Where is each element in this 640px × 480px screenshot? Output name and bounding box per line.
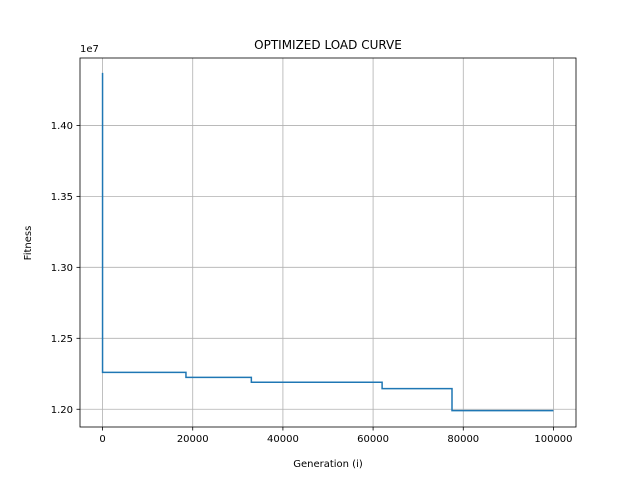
x-tick-label: 40000 (267, 434, 299, 445)
grid (80, 58, 576, 427)
series-line (101, 72, 554, 412)
x-tick-label: 100000 (534, 434, 572, 445)
axes-frame (79, 57, 577, 428)
x-tick-label: 80000 (447, 434, 479, 445)
y-tick-label: 1.40 (51, 121, 73, 132)
y-axis-label: Fitness (23, 226, 34, 261)
chart-title: OPTIMIZED LOAD CURVE (254, 38, 402, 52)
x-tick-label: 60000 (357, 434, 389, 445)
y-tick-label: 1.20 (51, 405, 73, 416)
x-tick-label: 0 (99, 434, 105, 445)
x-axis-label: Generation (i) (293, 459, 363, 470)
y-tick-label: 1.30 (51, 263, 73, 274)
x-tick-label: 20000 (177, 434, 209, 445)
y-tick-label: 1.25 (51, 334, 73, 345)
plot-area (101, 72, 554, 412)
y-offset-label: 1e7 (80, 44, 99, 55)
y-tick-label: 1.35 (51, 192, 73, 203)
ticks: 0 20000 40000 60000 80000 100000 1.20 1.25 1.30 1… (51, 121, 573, 445)
